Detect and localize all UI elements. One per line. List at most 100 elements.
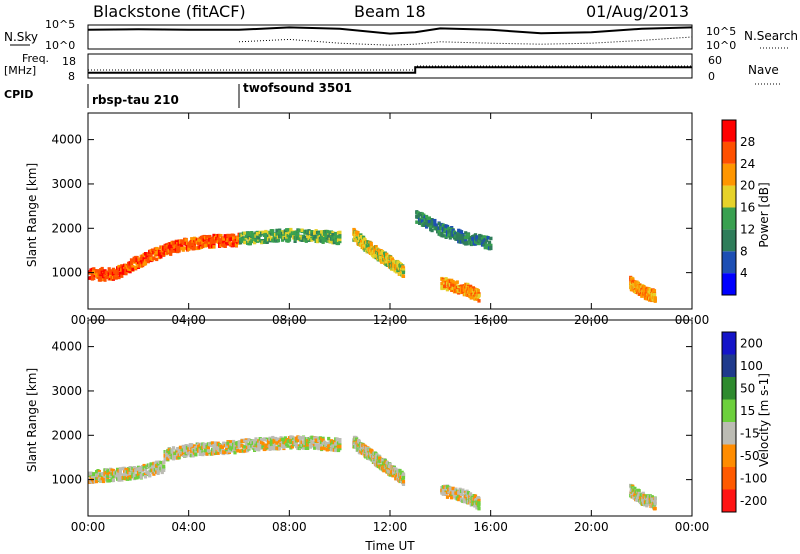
cpid-program-label: twofsound 3501: [243, 81, 352, 95]
scatter-cell: [232, 233, 236, 238]
velocity-colorbar-label: Velocity [m s-1]: [757, 373, 771, 467]
scatter-cell: [633, 285, 637, 290]
colorbar-tick-label: -100: [740, 471, 767, 485]
velocity-ylabel: Slant Range [km]: [25, 368, 39, 472]
scatter-cell: [267, 439, 271, 443]
scatter-cell: [233, 239, 237, 243]
scatter-cell: [92, 472, 96, 476]
scatter-cell: [317, 232, 321, 236]
scatter-cell: [434, 224, 438, 228]
colorbar-tick-label: 16: [740, 201, 755, 215]
beam-label: Beam 18: [354, 2, 426, 21]
scatter-cell: [212, 242, 216, 247]
scatter-cell: [247, 231, 251, 235]
scatter-cell: [162, 468, 166, 472]
scatter-cell: [138, 468, 142, 473]
scatter-cell: [202, 442, 206, 447]
colorbar-segment: [722, 377, 736, 400]
scatter-cell: [243, 445, 247, 449]
scatter-cell: [653, 296, 657, 300]
scatter-cell: [121, 271, 125, 275]
colorbar-segment: [722, 399, 736, 422]
scatter-cell: [445, 287, 450, 292]
y-tick-label: 1000: [51, 473, 82, 487]
scatter-cell: [363, 238, 367, 242]
x-tick-label: 04:00: [171, 520, 206, 534]
scatter-cell: [92, 276, 96, 281]
scatter-cell: [430, 228, 434, 233]
scatter-cell: [229, 445, 233, 449]
scatter-cell: [276, 238, 280, 243]
colorbar-segment: [722, 251, 736, 274]
scatter-cell: [455, 237, 459, 241]
nsky-tick-bottom-left: 10^0: [45, 39, 75, 52]
scatter-cell: [222, 237, 226, 241]
scatter-cell: [170, 448, 174, 452]
scatter-cell: [180, 243, 184, 247]
scatter-cell: [370, 450, 374, 454]
scatter-cell: [209, 443, 213, 448]
scatter-cell: [143, 475, 148, 479]
scatter-cell: [401, 476, 406, 480]
scatter-cell: [190, 241, 194, 245]
scatter-cell: [177, 249, 181, 253]
scatter-cell: [652, 289, 657, 293]
scatter-cell: [300, 228, 304, 232]
scatter-cell: [416, 215, 420, 220]
colorbar-segment: [722, 489, 736, 512]
scatter-cell: [116, 472, 120, 477]
scatter-cell: [146, 259, 150, 264]
scatter-cell: [437, 229, 441, 233]
scatter-cell: [184, 238, 188, 242]
scatter-cell: [317, 438, 321, 442]
scatter-cell: [212, 446, 216, 451]
scatter-cell: [633, 486, 637, 491]
y-tick-label: 4000: [51, 133, 82, 147]
scatter-cell: [149, 462, 153, 466]
scatter-cell: [232, 439, 236, 444]
scatter-cell: [208, 449, 212, 454]
scatter-cell: [99, 272, 103, 277]
scatter-cell: [267, 442, 271, 446]
colorbar-segment: [722, 422, 736, 445]
scatter-cell: [139, 258, 143, 263]
scatter-cell: [111, 468, 115, 473]
scatter-cell: [206, 445, 210, 450]
scatter-cell: [307, 441, 311, 445]
scatter-cell: [244, 439, 248, 444]
scatter-cell: [169, 250, 173, 254]
scatter-cell: [314, 229, 318, 233]
scatter-cell: [264, 232, 268, 237]
scatter-cell: [156, 469, 160, 473]
scatter-cell: [159, 255, 163, 259]
scatter-cell: [466, 233, 471, 237]
scatter-cell: [264, 229, 268, 234]
scatter-cell: [201, 240, 205, 245]
colorbar-segment: [722, 185, 736, 208]
scatter-cell: [425, 225, 429, 229]
scatter-cell: [131, 265, 135, 269]
x-tick-label: 00:00: [675, 520, 710, 534]
scatter-cell: [459, 492, 464, 496]
scatter-cell: [304, 239, 308, 243]
station-title: Blackstone (fitACF): [93, 2, 246, 21]
scatter-cell: [166, 452, 170, 457]
colorbar-frame: [721, 331, 737, 513]
scatter-cell: [220, 445, 224, 449]
scatter-cell: [464, 238, 468, 242]
scatter-cell: [123, 472, 127, 477]
scatter-cell: [320, 230, 324, 234]
scatter-cell: [272, 443, 276, 447]
scatter-cell: [97, 469, 101, 474]
scatter-cell: [143, 261, 148, 266]
scatter-cell: [190, 237, 194, 241]
x-tick-label: 20:00: [574, 520, 609, 534]
scatter-cell: [136, 472, 141, 477]
scatter-cell: [477, 498, 481, 503]
scatter-cell: [155, 257, 159, 262]
scatter-cell: [139, 256, 143, 261]
colorbar-tick-label: 50: [740, 381, 755, 395]
scatter-cell: [322, 232, 327, 236]
scatter-cell: [261, 230, 265, 235]
